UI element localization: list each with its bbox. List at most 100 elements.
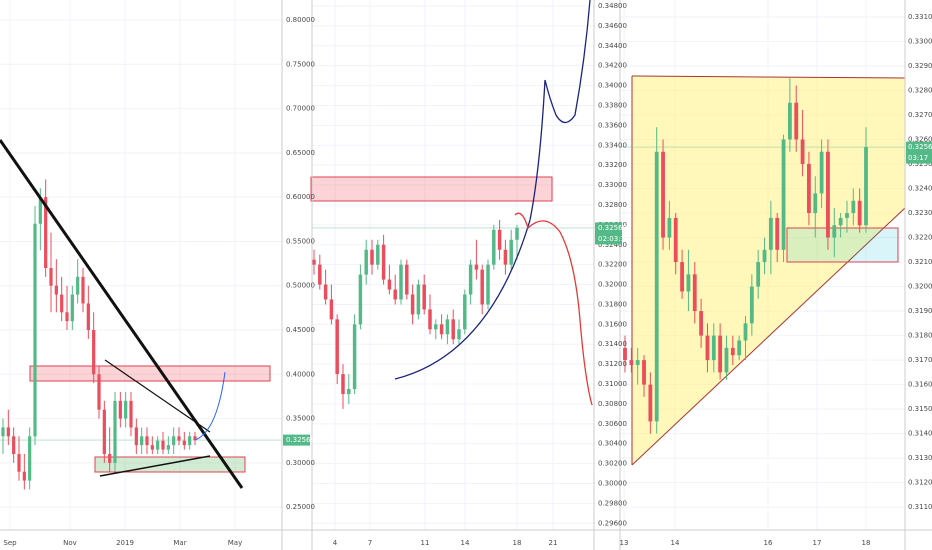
- y-tick-label: 0.31600: [598, 320, 627, 328]
- y-tick-label: 0.45000: [286, 326, 315, 334]
- projection-curve: [514, 212, 593, 406]
- candle-body: [667, 217, 672, 238]
- y-tick-label: 0.31600: [908, 381, 932, 389]
- y-tick-label: 0.32000: [908, 283, 932, 291]
- triangle-bottom: [631, 207, 906, 466]
- x-tick-label: 16: [764, 539, 773, 547]
- y-tick-label: 0.25000: [286, 503, 315, 511]
- y-tick-label: 0.75000: [286, 60, 315, 68]
- countdown-label: 02:03:17: [598, 235, 629, 243]
- candle-body: [813, 193, 818, 214]
- candle-body: [832, 225, 837, 238]
- y-tick-label: 0.80000: [286, 16, 315, 24]
- candle-body: [28, 436, 32, 481]
- y-tick-label: 0.32000: [598, 281, 627, 289]
- candle-body: [376, 244, 380, 265]
- candle-body: [826, 151, 830, 238]
- candle-body: [434, 324, 438, 330]
- candle-body: [497, 229, 502, 250]
- candle-body: [76, 276, 80, 295]
- candle-body: [17, 454, 21, 472]
- candle-body: [182, 440, 186, 446]
- x-tick-label: 4: [333, 539, 338, 547]
- candle-body: [819, 151, 824, 194]
- candle-body: [864, 147, 868, 226]
- candle-body: [654, 151, 659, 422]
- candle-body: [492, 229, 496, 265]
- candle-body: [113, 400, 117, 463]
- candle-body: [393, 289, 397, 300]
- candle-body: [768, 217, 773, 250]
- candle-body: [150, 445, 154, 450]
- y-tick-label: 0.32200: [598, 261, 627, 269]
- candle-body: [711, 335, 716, 361]
- candle-body: [54, 285, 58, 295]
- candle-body: [509, 239, 513, 265]
- candle-body: [86, 303, 90, 331]
- candle-body: [399, 264, 403, 300]
- candle-body: [629, 360, 634, 366]
- y-tick-label: 0.30200: [598, 460, 627, 468]
- x-tick-label: 14: [671, 539, 680, 547]
- y-tick-label: 0.32800: [908, 86, 932, 94]
- candle-body: [323, 284, 328, 300]
- candle-body: [737, 340, 742, 356]
- y-tick-label: 0.32400: [908, 185, 932, 193]
- candle-body: [49, 268, 53, 286]
- x-tick-label: May: [228, 539, 242, 547]
- candle-body: [515, 227, 519, 240]
- candle-body: [312, 259, 316, 265]
- candle-body: [97, 374, 101, 410]
- candle-body: [129, 400, 133, 428]
- y-tick-label: 0.50000: [286, 282, 315, 290]
- candle-body: [44, 197, 48, 269]
- candle-body: [1, 427, 5, 437]
- candle-body: [762, 249, 767, 263]
- candle-body: [172, 436, 176, 446]
- candle-body: [118, 400, 122, 419]
- y-tick-label: 0.31800: [598, 300, 627, 308]
- candle-body: [642, 360, 646, 385]
- candle-body: [756, 262, 761, 287]
- candle-body: [800, 139, 805, 165]
- candle-body: [347, 389, 351, 394]
- candle-body: [33, 223, 37, 437]
- candle-body: [358, 274, 363, 325]
- candle-body: [364, 249, 368, 275]
- candle-body: [335, 319, 339, 375]
- trend-line: [104, 359, 211, 433]
- y-tick-label: 0.55000: [286, 237, 315, 245]
- candle-body: [38, 197, 42, 224]
- y-tick-label: 0.29800: [598, 499, 627, 507]
- candle-body: [794, 102, 799, 140]
- y-tick-label: 0.70000: [286, 105, 315, 113]
- candle-body: [451, 319, 455, 340]
- y-tick-label: 0.34800: [598, 2, 627, 10]
- y-tick-label: 0.30000: [598, 480, 627, 488]
- y-tick-label: 0.31100: [908, 503, 932, 511]
- x-tick-label: Nov: [63, 539, 77, 547]
- candle-body: [65, 312, 69, 322]
- y-tick-label: 0.33000: [908, 37, 932, 45]
- y-tick-label: 0.33400: [598, 141, 627, 149]
- candle-body: [177, 436, 181, 441]
- y-tick-label: 0.31200: [598, 360, 627, 368]
- triangle-fill: [632, 76, 905, 465]
- price-tag: [595, 222, 622, 245]
- candle-body: [661, 151, 665, 238]
- candle-body: [673, 217, 678, 263]
- candle-body: [699, 311, 704, 336]
- triangle-top: [631, 75, 906, 79]
- y-tick-label: 0.31400: [908, 430, 932, 438]
- overlay-lines: [0, 0, 593, 489]
- drawings-3: [631, 75, 906, 466]
- y-tick-label: 0.60000: [286, 193, 315, 201]
- candle-body: [718, 335, 723, 373]
- support-zone: [94, 456, 246, 473]
